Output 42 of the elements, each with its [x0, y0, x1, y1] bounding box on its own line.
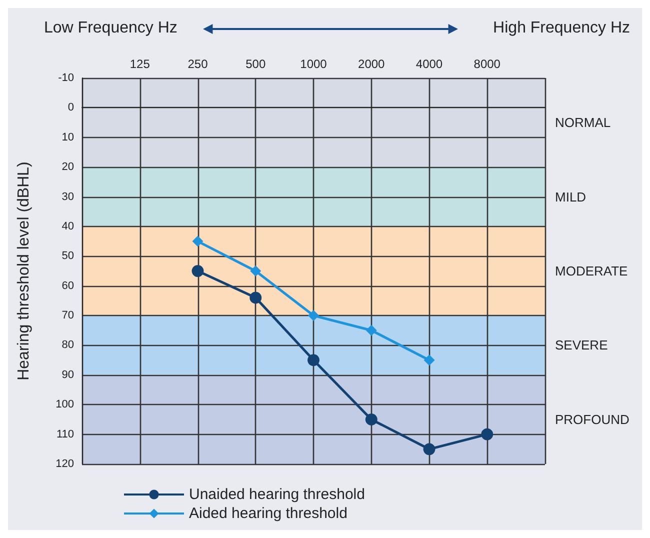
point [192, 236, 204, 247]
x-tick-label: 125 [130, 57, 150, 71]
legend-label: Unaided hearing threshold [189, 486, 365, 503]
point [192, 265, 204, 277]
y-tick-label: 120 [56, 458, 74, 470]
y-axis-title: Hearing threshold level (dBHL) [16, 162, 32, 380]
band-label: MODERATE [555, 264, 628, 278]
point [308, 354, 320, 366]
point [424, 354, 435, 366]
legend-label: Aided hearing threshold [189, 505, 348, 522]
band-label: MILD [555, 189, 586, 204]
y-tick-label: -10 [58, 72, 74, 84]
text: High Frequency Hz [493, 20, 630, 36]
y-tick-label: 100 [56, 398, 74, 411]
point [308, 310, 319, 322]
x-tick-label: 8000 [474, 57, 501, 71]
y-tick-label: 80 [62, 339, 74, 352]
y-tick-label: 90 [62, 368, 74, 381]
point [365, 413, 378, 426]
band-label: SEVERE [555, 338, 608, 353]
x-tick-label: 250 [188, 57, 208, 71]
x-tick-label: 1000 [300, 57, 328, 71]
x-tick-label: 4000 [416, 57, 443, 71]
text: Low Frequency Hz [44, 20, 178, 36]
point [250, 292, 262, 304]
y-tick-label: 70 [62, 310, 74, 322]
y-tick-label: 30 [62, 190, 74, 203]
y-tick-label: 110 [56, 428, 74, 440]
band-label: PROFOUND [555, 412, 630, 427]
point [481, 428, 494, 440]
y-tick-label: 0 [68, 102, 74, 114]
y-tick-label: 20 [62, 161, 74, 174]
y-tick-label: 60 [62, 280, 74, 292]
point [423, 443, 436, 456]
y-tick-label: 40 [62, 220, 74, 232]
point [366, 324, 377, 336]
x-tick-label: 500 [246, 57, 266, 71]
y-tick-label: 10 [62, 131, 74, 144]
point [250, 266, 262, 276]
band-label: NORMAL [555, 115, 611, 130]
x-tick-label: 2000 [358, 57, 386, 71]
y-tick-label: 50 [62, 250, 74, 262]
